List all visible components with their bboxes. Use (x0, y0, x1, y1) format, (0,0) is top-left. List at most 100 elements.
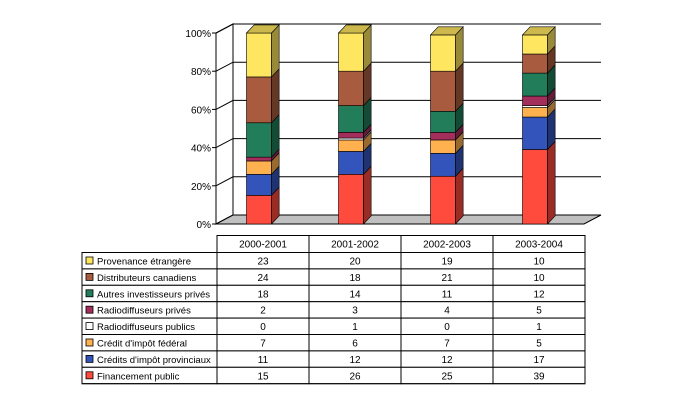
bar-front (338, 70, 364, 106)
floor (215, 214, 602, 225)
data-label: 23 (257, 257, 269, 268)
data-label: 0 (260, 322, 266, 333)
bar-segment (338, 24, 372, 72)
data-label: 3 (352, 306, 358, 317)
table-row: Crédit d'impôt fédéral 7 6 7 5 (81, 334, 586, 352)
bar-front (338, 105, 364, 133)
data-label: 11 (258, 355, 269, 366)
legend-entry: Autres investisseurs privés (97, 289, 210, 300)
data-label: 19 (441, 257, 453, 268)
bar-front (246, 76, 272, 124)
table-border (81, 252, 586, 385)
gridline (215, 176, 601, 187)
y-axis-ticks: 0% 20% 40% 60% 80% 100% (185, 29, 217, 231)
legend-swatch (85, 338, 94, 347)
bar-front (430, 34, 456, 72)
data-label: 5 (536, 306, 542, 317)
legend-swatch (85, 322, 94, 331)
bar-segment (246, 68, 280, 124)
data-label: 18 (257, 289, 269, 300)
bar-stack-2001-2002 (337, 24, 372, 225)
data-label: 0 (444, 322, 450, 333)
bar-segment (522, 64, 556, 97)
legend-entry: Radiodiffuseurs privés (97, 306, 191, 317)
bar-segment (338, 165, 372, 225)
bar-side (363, 165, 372, 225)
y-tick-label: 60% (191, 105, 211, 116)
x-category-label: 2002-2003 (423, 240, 471, 251)
gridline (215, 23, 601, 34)
data-label: 1 (352, 322, 358, 333)
bar-front (430, 132, 456, 141)
bar-front (522, 72, 548, 97)
bar-segment (246, 186, 280, 225)
bar-segment (522, 108, 556, 151)
legend-entry: Distributeurs canadiens (97, 273, 197, 284)
data-label: 24 (257, 273, 269, 284)
table-row: Financement public 15 26 25 39 (81, 366, 586, 385)
bar-front (430, 111, 456, 133)
bar-front (338, 151, 364, 175)
y-tick-label: 100% (185, 29, 211, 40)
bar-front (522, 116, 548, 150)
bar-segment (430, 62, 464, 113)
data-table: 2000-2001 2001-2002 2002-2003 2003-2004Prov… (81, 235, 586, 385)
bar-top (245, 24, 280, 34)
bar-segment (246, 165, 280, 197)
data-label: 2 (260, 306, 266, 317)
legend-swatch (85, 289, 94, 298)
bar-top (337, 24, 372, 34)
legend-entry: Radiodiffuseurs publics (97, 322, 195, 333)
data-label: 7 (444, 339, 450, 350)
bar-stack-2003-2004 (521, 26, 556, 225)
bar-side (271, 68, 280, 124)
y-tick-label: 40% (191, 144, 211, 155)
bar-front (430, 175, 456, 225)
bar-side (547, 140, 556, 225)
legend-swatch (85, 256, 94, 265)
bar-segment (522, 140, 556, 225)
data-label: 10 (533, 273, 545, 284)
x-category-label: 2000-2001 (239, 240, 287, 251)
data-label: 25 (441, 371, 453, 382)
bar-front (246, 32, 272, 78)
bar-side (455, 167, 464, 225)
gridline (215, 138, 601, 149)
table-row: Distributeurs canadiens 24 18 21 10 (81, 268, 586, 286)
bar-top (521, 26, 556, 36)
side-wall (215, 23, 234, 225)
bar-front (430, 70, 456, 112)
data-label: 12 (533, 289, 545, 300)
bar-front (246, 160, 272, 175)
data-label: 39 (533, 371, 545, 382)
bar-segment (338, 62, 372, 107)
bar-segment (246, 24, 280, 78)
bar-segment (430, 26, 464, 72)
bar-front (246, 122, 272, 158)
bar-stack-2002-2003 (429, 26, 464, 225)
gridline (215, 99, 601, 110)
y-tick-label: 80% (191, 67, 211, 78)
bar-front (338, 32, 364, 72)
table-row: Autres investisseurs privés 18 14 11 12 (81, 284, 586, 303)
bar-front (522, 95, 548, 106)
bar-front (338, 139, 364, 152)
bar-segment (430, 131, 464, 155)
bar-front (522, 107, 548, 118)
bar-segment (522, 26, 556, 55)
bar-front (246, 174, 272, 196)
data-label: 15 (257, 371, 269, 382)
data-label: 21 (441, 273, 453, 284)
data-label: 12 (349, 355, 361, 366)
bar-segment (338, 96, 372, 134)
data-label: 14 (349, 289, 361, 300)
legend-entry: Crédit d'impôt fédéral (97, 339, 187, 350)
table-row: Provenance étrangère 23 20 19 10 (81, 252, 586, 270)
bar-segment (338, 142, 372, 176)
bar-stack-2000-2001 (245, 24, 280, 225)
x-category-label: 2001-2002 (331, 240, 379, 251)
bars (245, 24, 556, 225)
table-row: Radiodiffuseurs publics 0 1 0 1 (81, 317, 586, 336)
